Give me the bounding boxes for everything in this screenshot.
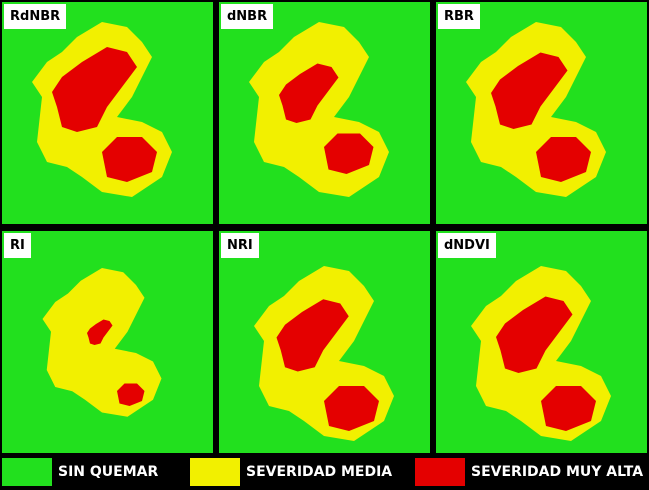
burn-map: [249, 22, 389, 197]
legend-item: SEVERIDAD MEDIA: [190, 457, 392, 487]
panel-label: dNBR: [221, 4, 274, 29]
panel-label: RdNBR: [4, 4, 67, 29]
panel-label: NRI: [221, 233, 259, 258]
burn-map: [32, 22, 172, 197]
legend-swatch: [415, 458, 465, 486]
legend-item: SIN QUEMAR: [2, 457, 158, 487]
legend-swatch: [2, 458, 52, 486]
map-panel: RI: [2, 231, 213, 453]
map-panel: RBR: [436, 2, 647, 224]
panel-label: dNDVI: [438, 233, 496, 258]
burn-map: [466, 22, 606, 197]
burn-map: [254, 266, 394, 441]
map-panel: NRI: [219, 231, 430, 453]
panel-label: RI: [4, 233, 31, 258]
panel-label: RBR: [438, 4, 480, 29]
map-panel: dNBR: [219, 2, 430, 224]
legend-swatch: [190, 458, 240, 486]
legend-label: SIN QUEMAR: [58, 464, 159, 480]
legend-label: SEVERIDAD MUY ALTA: [471, 464, 644, 480]
burn-map: [471, 266, 611, 441]
map-panel: dNDVI: [436, 231, 647, 453]
map-panel: RdNBR: [2, 2, 213, 224]
legend-item: SEVERIDAD MUY ALTA: [415, 457, 643, 487]
legend-label: SEVERIDAD MEDIA: [246, 464, 393, 480]
burn-map: [42, 268, 162, 417]
